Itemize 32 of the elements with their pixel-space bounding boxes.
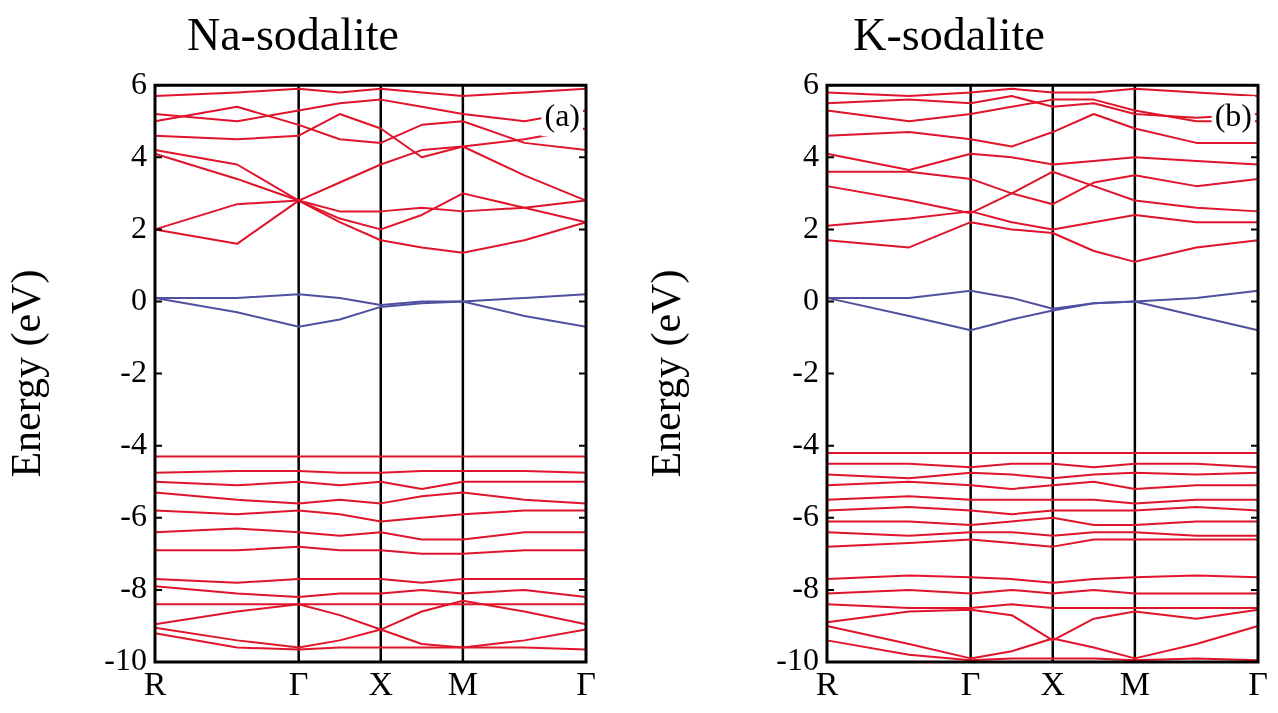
chart-title: Na-sodalite <box>186 8 400 60</box>
y-tick-label: -6 <box>792 497 819 534</box>
annotation: (a) <box>544 96 580 133</box>
y-tick-label: 6 <box>803 64 819 101</box>
y-tick-label: -2 <box>120 353 147 390</box>
y-tick-label: -6 <box>120 497 147 534</box>
x-tick-label: M <box>447 665 478 703</box>
y-tick-label: -2 <box>792 353 819 390</box>
y-tick-label: -10 <box>776 641 819 678</box>
y-tick-label: 2 <box>803 208 819 245</box>
y-axis-title: Energy (eV) <box>3 269 51 478</box>
y-tick-label: -10 <box>104 641 147 678</box>
y-tick-label: 0 <box>803 280 819 317</box>
x-tick-label: M <box>1119 665 1150 703</box>
x-tick-label: Γ <box>960 665 981 703</box>
x-tick-label: Γ <box>576 665 596 703</box>
y-tick-label: -4 <box>120 425 147 462</box>
x-tick-label: Γ <box>1248 665 1268 703</box>
y-axis-title: Energy (eV) <box>643 269 691 478</box>
y-tick-label: 4 <box>131 136 147 173</box>
y-tick-label: -4 <box>792 425 819 462</box>
y-tick-label: 4 <box>803 136 819 173</box>
chart-title: K-sodalite <box>853 8 1045 60</box>
x-tick-label: Γ <box>288 665 309 703</box>
x-tick-label: X <box>1040 665 1066 703</box>
y-tick-label: -8 <box>120 569 147 606</box>
annotation: (b) <box>1214 96 1252 133</box>
y-tick-label: 0 <box>131 280 147 317</box>
y-tick-label: 6 <box>131 64 147 101</box>
y-tick-label: 2 <box>131 208 147 245</box>
x-tick-label: X <box>368 665 394 703</box>
y-tick-label: -8 <box>792 569 819 606</box>
